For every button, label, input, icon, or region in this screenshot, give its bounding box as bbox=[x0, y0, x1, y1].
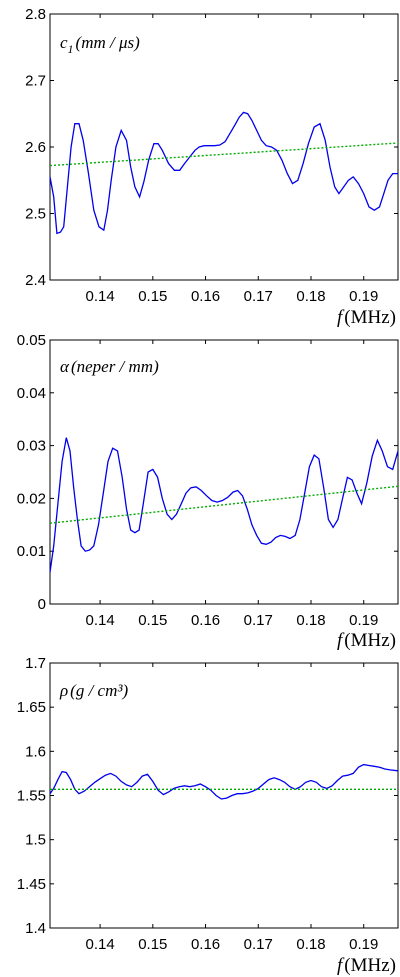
xlabel-frequency: f (MHz) bbox=[337, 955, 396, 976]
x-tick-label: 0.16 bbox=[191, 936, 220, 953]
x-tick-label: 0.17 bbox=[244, 936, 273, 953]
y-tick-label: 2.6 bbox=[25, 139, 46, 156]
series-group bbox=[49, 763, 399, 800]
plot-area bbox=[49, 13, 399, 281]
xlabel-frequency: f (MHz) bbox=[337, 307, 396, 328]
x-tick-label: 0.17 bbox=[244, 612, 273, 629]
y-tick-label: 0.01 bbox=[17, 543, 46, 560]
y-tick-labels: 0 0.01 0.02 0.03 0.04 0.05 bbox=[17, 332, 398, 613]
series-group bbox=[49, 437, 399, 573]
panel-density: 1.41.451.51.551.61.651.7 0.14 0.15 0.16 0.1… bbox=[17, 655, 399, 976]
xlabel-frequency: f (MHz) bbox=[337, 630, 396, 651]
y-tick-label: 0 bbox=[38, 596, 46, 613]
y-tick-label: 1.45 bbox=[17, 876, 46, 893]
data-line bbox=[49, 763, 399, 800]
y-tick-label: 2.8 bbox=[25, 6, 46, 23]
panel-attenuation: 00.010.020.030.040.05 0.14 0.15 0.16 0.17 0.… bbox=[17, 332, 399, 651]
x-tick-label: 0.18 bbox=[296, 936, 325, 953]
y-tick-label: 1.55 bbox=[17, 788, 46, 805]
y-tick-label: 2.7 bbox=[25, 73, 46, 90]
x-tick-labels: 0.14 0.15 0.16 0.17 0.18 0.19 bbox=[85, 340, 378, 629]
y-tick-label: 1.4 bbox=[25, 920, 46, 937]
x-tick-label: 0.14 bbox=[85, 288, 114, 305]
plot-area bbox=[49, 339, 399, 605]
x-tick-label: 0.19 bbox=[349, 288, 378, 305]
series-group bbox=[49, 111, 399, 235]
x-tick-label: 0.18 bbox=[296, 288, 325, 305]
x-tick-labels: 0.14 0.15 0.16 0.17 0.18 0.19 bbox=[85, 14, 378, 305]
y-tick-label: 0.05 bbox=[17, 332, 46, 349]
ylabel-density: ρ (g / cm³) bbox=[59, 681, 128, 700]
ylabel-velocity: c1 (mm / μs) bbox=[60, 33, 140, 56]
data-line bbox=[49, 111, 398, 235]
y-tick-labels: 2.4 2.5 2.6 2.7 2.8 bbox=[25, 6, 398, 289]
y-tick-labels: 1.4 1.45 1.5 1.55 1.6 1.65 1.7 bbox=[17, 655, 398, 937]
panel-velocity: 2.4 2.5 2.6 2.7 2.8 0.14 0.15 0.16 0.17 0.18 0.19… bbox=[25, 6, 399, 328]
y-tick-label: 0.03 bbox=[17, 438, 46, 455]
y-tick-label: 1.65 bbox=[17, 699, 46, 716]
data-line bbox=[49, 437, 399, 573]
x-tick-label: 0.15 bbox=[138, 936, 167, 953]
x-tick-labels: 0.14 0.15 0.16 0.17 0.18 0.19 bbox=[85, 663, 378, 953]
x-tick-label: 0.14 bbox=[85, 936, 114, 953]
x-tick-label: 0.14 bbox=[85, 612, 114, 629]
ylabel-attenuation: α (neper / mm) bbox=[60, 357, 159, 376]
y-tick-label: 1.5 bbox=[25, 832, 46, 849]
y-tick-label: 1.7 bbox=[25, 655, 46, 672]
x-tick-label: 0.15 bbox=[138, 612, 167, 629]
x-tick-label: 0.16 bbox=[191, 612, 220, 629]
y-tick-label: 0.02 bbox=[17, 490, 46, 507]
y-tick-label: 0.04 bbox=[17, 385, 46, 402]
x-tick-label: 0.16 bbox=[191, 288, 220, 305]
x-tick-label: 0.19 bbox=[349, 612, 378, 629]
x-tick-label: 0.15 bbox=[138, 288, 167, 305]
x-tick-label: 0.19 bbox=[349, 936, 378, 953]
y-tick-label: 2.4 bbox=[25, 272, 46, 289]
y-tick-label: 2.5 bbox=[25, 206, 46, 223]
plot-area bbox=[49, 662, 399, 929]
x-tick-label: 0.17 bbox=[244, 288, 273, 305]
x-tick-label: 0.18 bbox=[296, 612, 325, 629]
y-tick-label: 1.6 bbox=[25, 743, 46, 760]
